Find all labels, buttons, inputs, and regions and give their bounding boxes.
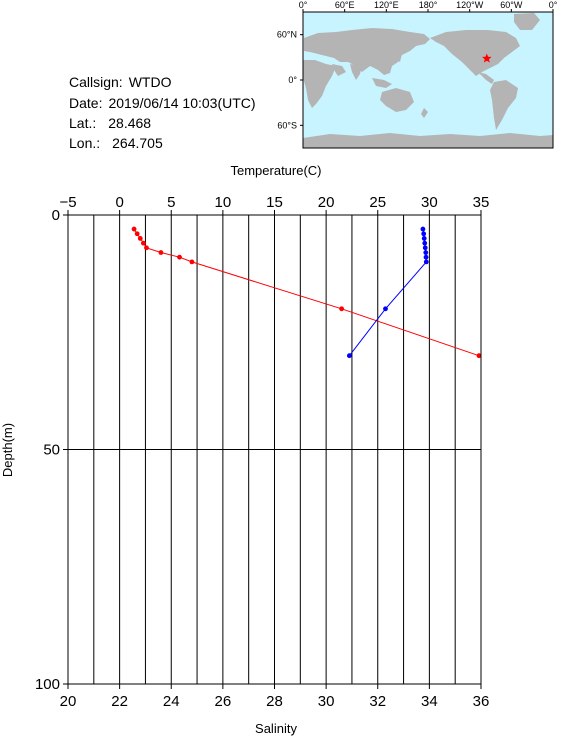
salinity-data-point — [421, 231, 427, 237]
indonesia-islands — [372, 78, 392, 88]
bottom-tick-label: 36 — [473, 693, 490, 710]
date-value: 2019/06/14 10:03(UTC) — [108, 95, 256, 111]
y-tick-label: 0 — [52, 207, 60, 224]
latitude-label: Lat.: — [69, 115, 97, 131]
map-station-marker — [482, 53, 492, 63]
longitude-label: Lon.: — [69, 135, 101, 151]
bottom-tick-label: 30 — [318, 693, 335, 710]
salinity-data-point — [422, 245, 428, 251]
india-landmass — [350, 64, 362, 80]
y-tick-label: 50 — [43, 442, 60, 459]
temperature-data-point — [144, 245, 149, 251]
map-lat-tick-label: 60°S — [277, 120, 297, 130]
salinity-profile-line — [349, 229, 427, 357]
map-lon-tick-label: 0° — [299, 0, 308, 10]
temperature-data-point — [339, 306, 345, 312]
salinity-data-point — [423, 254, 429, 260]
top-tick-label: 35 — [473, 194, 490, 211]
callsign-label: Callsign: — [69, 74, 123, 90]
y-axis-label: Depth(m) — [0, 423, 15, 477]
temperature-data-point — [476, 353, 482, 359]
bottom-tick-label: 26 — [215, 693, 232, 710]
world-map: 0° 60°E 120°E 180° 120°W 60°W 0° 60°N 0° 60°S — [277, 0, 558, 149]
salinity-data-point — [423, 259, 429, 265]
top-tick-label: 30 — [421, 194, 438, 211]
y-tick-label: 100 — [35, 676, 60, 693]
latitude-value: 28.468 — [108, 115, 152, 131]
top-tick-label: 20 — [318, 194, 335, 211]
temperature-data-point — [137, 236, 143, 241]
map-lon-tick-label: 120°W — [456, 0, 484, 10]
temperature-data-point — [177, 254, 182, 260]
date-label: Date: — [69, 95, 103, 111]
profile-chart: Temperature(C) Salinity Depth(m) −5 0 5 10 1… — [0, 163, 489, 736]
date-line: Date: 2019/06/14 10:03(UTC) — [69, 96, 256, 110]
north-america-landmass — [430, 30, 520, 76]
japan-islands — [396, 52, 402, 62]
map-lon-tick-label: 120°E — [374, 0, 399, 10]
temperature-data-point — [158, 250, 164, 255]
bottom-axis-label: Salinity — [255, 721, 297, 736]
salinity-series — [346, 226, 429, 359]
top-tick-label: 15 — [266, 194, 283, 211]
temperature-data-point — [131, 226, 137, 232]
map-lat-tick-label: 0° — [288, 75, 297, 85]
salinity-data-point — [346, 353, 352, 359]
longitude-line: Lon.: 264.705 — [69, 136, 163, 150]
salinity-data-point — [420, 226, 426, 232]
salinity-data-point — [422, 240, 428, 246]
temperature-data-point — [140, 240, 146, 246]
antarctica-landmass — [303, 133, 553, 148]
salinity-data-point — [423, 250, 429, 255]
plot-frame — [67, 214, 482, 685]
station-star-icon — [482, 53, 492, 63]
temperature-series — [131, 226, 482, 359]
salinity-data-point — [421, 236, 427, 241]
data-series — [131, 226, 482, 359]
top-tick-label: 0 — [115, 194, 123, 211]
salinity-data-point — [383, 306, 388, 312]
map-lon-tick-label: 60°W — [500, 0, 523, 10]
central-america-landmass — [478, 72, 494, 84]
map-latitude-ticks: 60°N 0° 60°S — [277, 30, 303, 130]
top-tick-label: 5 — [167, 194, 175, 211]
callsign-value: WTDO — [128, 74, 172, 90]
arabia-landmass — [332, 64, 346, 76]
longitude-value: 264.705 — [112, 135, 163, 151]
bottom-tick-label: 32 — [369, 693, 386, 710]
eurasia-landmass — [304, 28, 430, 75]
bottom-tick-label: 34 — [421, 693, 438, 710]
bottom-tick-label: 22 — [111, 693, 128, 710]
map-longitude-ticks: 0° 60°E 120°E 180° 120°W 60°W 0° — [299, 0, 558, 12]
latitude-line: Lat.: 28.468 — [69, 116, 151, 130]
temperature-data-point — [134, 231, 140, 237]
australia-landmass — [380, 88, 414, 112]
top-tick-label: 25 — [369, 194, 386, 211]
top-tick-label: 10 — [215, 194, 232, 211]
africa-landmass — [303, 60, 336, 108]
bottom-tick-label: 28 — [266, 693, 283, 710]
bottom-tick-label: 24 — [163, 693, 180, 710]
top-axis-label: Temperature(C) — [230, 163, 321, 178]
map-lon-tick-label: 180° — [419, 0, 438, 10]
south-america-landmass — [490, 80, 518, 130]
temperature-data-point — [189, 259, 195, 265]
greenland-landmass — [514, 13, 540, 30]
callsign-line: Callsign: WTDO — [69, 75, 171, 89]
map-lon-tick-label: 0° — [549, 0, 558, 10]
map-lat-tick-label: 60°N — [277, 30, 297, 40]
chart-grid — [68, 215, 481, 684]
new-zealand-islands — [421, 108, 428, 118]
temperature-profile-line — [133, 228, 480, 357]
top-tick-label: −5 — [59, 194, 76, 211]
map-land — [303, 13, 553, 148]
map-lon-tick-label: 60°E — [335, 0, 355, 10]
bottom-tick-label: 20 — [60, 693, 77, 710]
